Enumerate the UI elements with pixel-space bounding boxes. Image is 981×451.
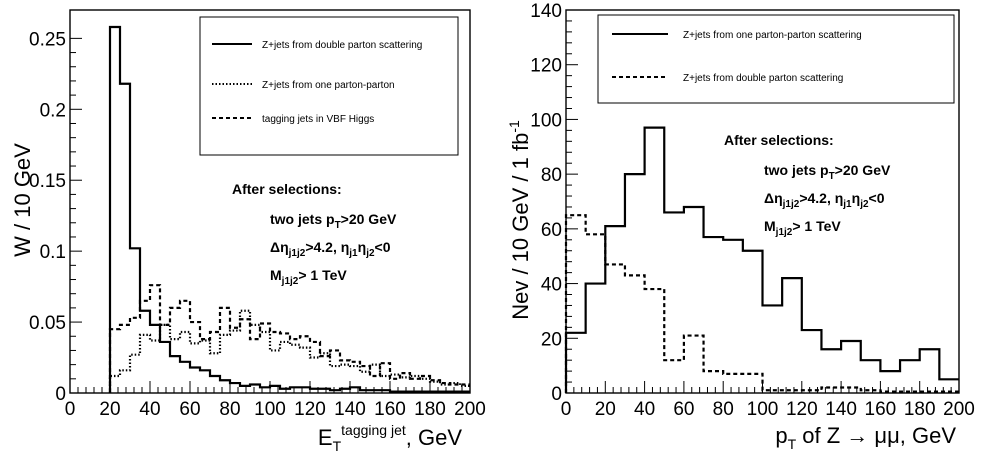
right-x-tick-label: 80 — [713, 399, 734, 420]
left-x-tick-label: 60 — [179, 399, 200, 420]
right-annotation-line1: two jets pT>20 GeV — [764, 162, 891, 182]
right-annotation-title: After selections: — [724, 132, 834, 148]
left-y-tick-label: 0 — [55, 384, 66, 405]
right-y-tick-label: 60 — [541, 220, 562, 241]
right-x-tick-label: 40 — [634, 399, 655, 420]
left-y-axis-label: W / 10 GeV — [10, 143, 35, 257]
left-y-tick-label: 0.2 — [40, 100, 66, 121]
right-x-tick-label: 180 — [904, 399, 936, 420]
right-x-tick-label: 120 — [786, 399, 818, 420]
right-annotation-line2: Δηj1j2>4.2, ηj1ηj2<0 — [764, 190, 885, 210]
left-chart: 0 20 40 60 80 100 120 140 160 180 200 0 0.05 0.1 0.15 0… — [10, 9, 486, 451]
left-x-axis-label: ETtagging jet, GeV — [318, 422, 462, 451]
right-legend: Z+jets from one parton-parton scattering… — [597, 14, 955, 104]
left-x-tick-label: 140 — [334, 399, 366, 420]
right-x-tick-label: 100 — [747, 399, 779, 420]
right-legend-box — [597, 14, 955, 104]
left-histograms — [108, 25, 470, 393]
right-x-tick-label: 160 — [865, 399, 897, 420]
right-y-tick-label: 140 — [530, 1, 562, 22]
right-x-axis-label: pT of Z → μμ, GeV — [775, 423, 956, 451]
left-x-tick-label: 0 — [65, 399, 76, 420]
right-legend-label-1: Z+jets from one parton-parton scattering — [683, 30, 862, 41]
right-y-tick-label: 120 — [530, 56, 562, 77]
left-series-3-dashed — [108, 284, 470, 393]
left-axis-ticks: 0 20 40 60 80 100 120 140 160 180 200 0 0.05 0.1 0.15 0… — [29, 29, 486, 420]
left-legend-box — [199, 16, 459, 156]
left-annotation-line1: two jets pT>20 GeV — [270, 211, 397, 231]
right-chart: 0 20 40 60 80 100 120 140 160 180 200 0 20 40 60 80 100 1… — [506, 1, 975, 451]
right-y-tick-label: 80 — [541, 165, 562, 186]
left-x-tick-label: 80 — [219, 399, 240, 420]
left-y-tick-label: 0.1 — [40, 242, 66, 263]
left-x-tick-label: 20 — [99, 399, 120, 420]
right-x-tick-label: 200 — [943, 399, 975, 420]
right-x-tick-label: 20 — [595, 399, 616, 420]
right-y-tick-label: 0 — [551, 384, 562, 405]
left-annotation: After selections: two jets pT>20 GeV Δηj… — [232, 181, 397, 287]
left-annotation-line3: Mj1j2> 1 TeV — [270, 267, 347, 287]
right-annotation-line3: Mj1j2> 1 TeV — [764, 218, 841, 238]
left-x-tick-label: 180 — [414, 399, 446, 420]
right-legend-label-2: Z+jets from double parton scattering — [683, 73, 843, 84]
left-annotation-title: After selections: — [232, 181, 342, 197]
left-y-tick-label: 0.15 — [29, 171, 66, 192]
right-y-axis-label: Nev / 10 GeV / 1 fb-1 — [506, 120, 533, 320]
right-y-tick-label: 100 — [530, 110, 562, 131]
left-x-tick-label: 100 — [254, 399, 286, 420]
left-legend-label-3: tagging jets in VBF Higgs — [262, 114, 374, 125]
right-histograms — [564, 126, 959, 393]
left-y-tick-label: 0.25 — [29, 29, 66, 50]
right-annotation: After selections: two jets pT>20 GeV Δηj… — [724, 132, 891, 238]
right-series-1-solid — [564, 126, 959, 393]
right-x-tick-label: 0 — [561, 399, 572, 420]
left-y-tick-label: 0.05 — [29, 313, 66, 334]
left-x-tick-label: 160 — [374, 399, 406, 420]
left-legend: Z+jets from double parton scattering Z+j… — [199, 16, 459, 156]
right-x-tick-label: 140 — [825, 399, 857, 420]
left-legend-label-1: Z+jets from double parton scattering — [262, 40, 422, 51]
left-annotation-line2: Δηj1j2>4.2, ηj1ηj2<0 — [270, 239, 391, 259]
left-series-2-dotted — [108, 309, 470, 393]
left-x-tick-label: 120 — [294, 399, 326, 420]
left-legend-label-2: Z+jets from one parton-parton — [262, 80, 395, 91]
right-y-tick-label: 20 — [541, 329, 562, 350]
right-series-2-dashed — [564, 214, 959, 393]
right-y-tick-label: 40 — [541, 275, 562, 296]
right-axis-ticks: 0 20 40 60 80 100 120 140 160 180 200 0 20 40 60 80 100 1… — [530, 1, 975, 420]
left-x-tick-label: 200 — [454, 399, 486, 420]
left-x-tick-label: 40 — [139, 399, 160, 420]
right-x-tick-label: 60 — [673, 399, 694, 420]
